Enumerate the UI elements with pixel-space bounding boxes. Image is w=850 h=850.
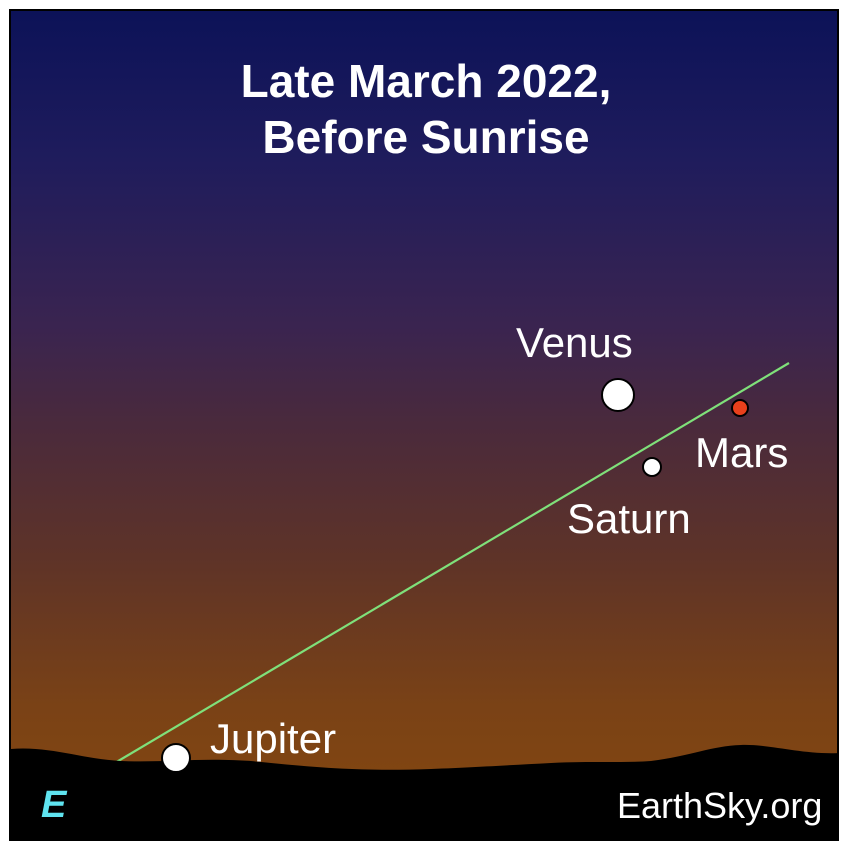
east-direction-label: E: [41, 784, 67, 826]
horizon-ground: [11, 744, 837, 839]
sky-scene: [11, 362, 837, 839]
mars-label: Mars: [695, 429, 789, 476]
saturn-label: Saturn: [567, 495, 691, 542]
credit-label: EarthSky.org: [617, 785, 823, 826]
jupiter-dot: [161, 743, 191, 773]
title-line-1: Late March 2022,: [240, 55, 612, 107]
mars-dot: [731, 399, 749, 417]
saturn-dot: [642, 457, 662, 477]
sky-chart: Late March 2022, Before Sunrise Venus Ma…: [9, 9, 839, 841]
venus-label: Venus: [516, 319, 633, 366]
title-line-2: Before Sunrise: [262, 111, 590, 163]
venus-dot: [601, 378, 635, 412]
chart-title: Late March 2022, Before Sunrise: [11, 53, 837, 165]
ecliptic-line: [97, 362, 790, 774]
jupiter-label: Jupiter: [210, 715, 337, 762]
